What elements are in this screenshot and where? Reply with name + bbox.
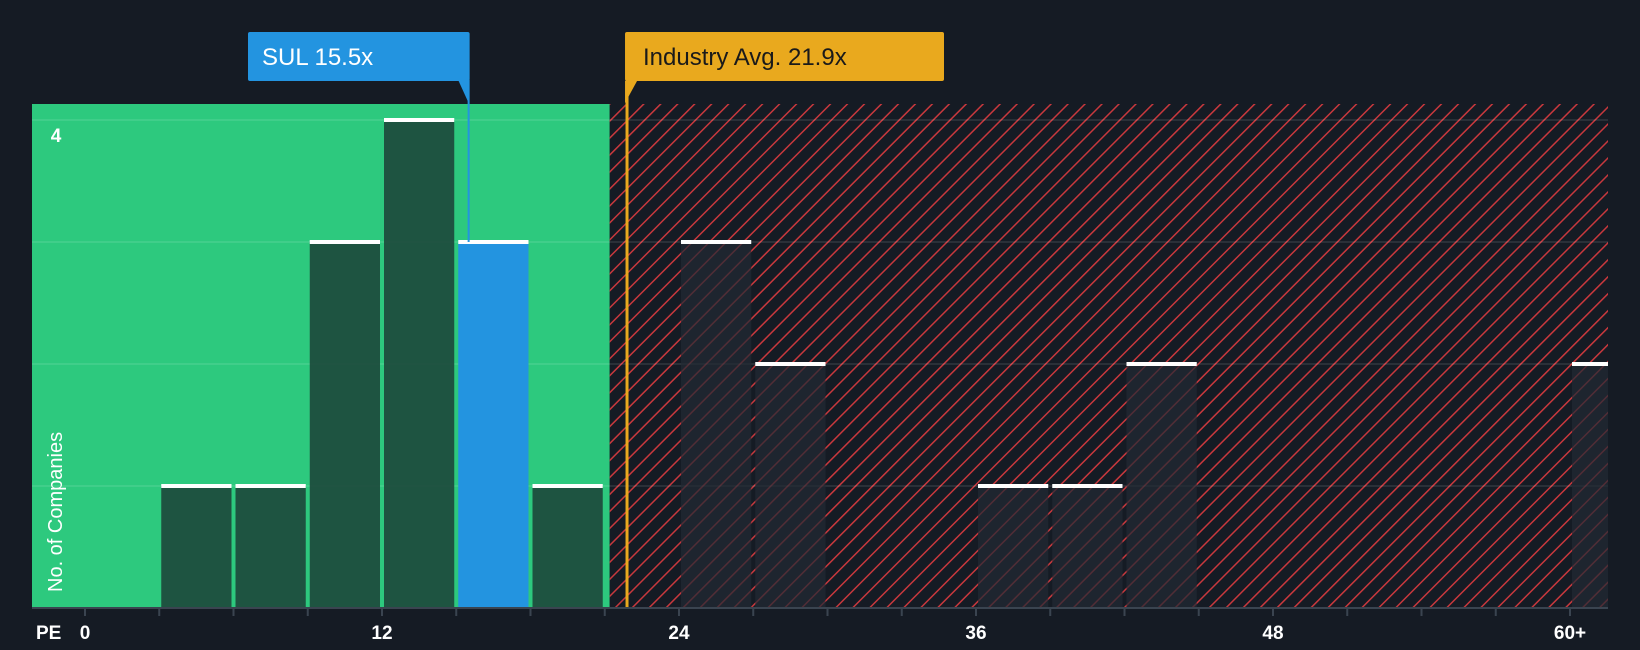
x-tick-label: 60+ [1554,623,1586,644]
bar-top-cap [309,240,380,244]
company-callout-box [248,32,470,81]
industry-callout-pointer [625,81,638,103]
x-tick-label: 24 [668,623,690,644]
histogram-bar [1126,364,1197,608]
industry-callout-box [625,32,944,81]
y-tick-label: 4 [51,126,62,147]
bar-top-cap [532,484,603,488]
y-axis-label: No. of Companies [45,432,67,592]
histogram-bar [309,242,380,608]
x-tick-label: 0 [80,623,91,644]
histogram-bar [235,486,306,608]
histogram-bar [755,364,826,608]
x-tick-label: 36 [965,623,986,644]
bar-top-cap [458,240,529,244]
bar-top-cap [1052,484,1123,488]
company-callout-pointer [458,81,469,103]
x-tick-label: 48 [1262,623,1283,644]
industry-callout-label: Industry Avg. 21.9x [643,44,847,71]
company-callout-label: SUL 15.5x [262,44,373,71]
histogram-bar [161,486,232,608]
bar-top-cap [1126,362,1197,366]
histogram-bar [384,120,455,608]
bar-top-cap [161,484,232,488]
histogram-bar [681,242,752,608]
bar-top-cap [1572,362,1608,366]
bar-top-cap [681,240,752,244]
bar-top-cap [755,362,826,366]
histogram-bar [1572,364,1608,608]
histogram-bar [978,486,1049,608]
bar-top-cap [978,484,1049,488]
histogram-bar [1052,486,1123,608]
histogram-bar [532,486,603,608]
x-tick-label: 12 [371,623,392,644]
bar-top-cap [384,118,455,122]
bar-top-cap [235,484,306,488]
x-axis-label: PE [36,623,61,644]
company-bar [458,242,529,608]
